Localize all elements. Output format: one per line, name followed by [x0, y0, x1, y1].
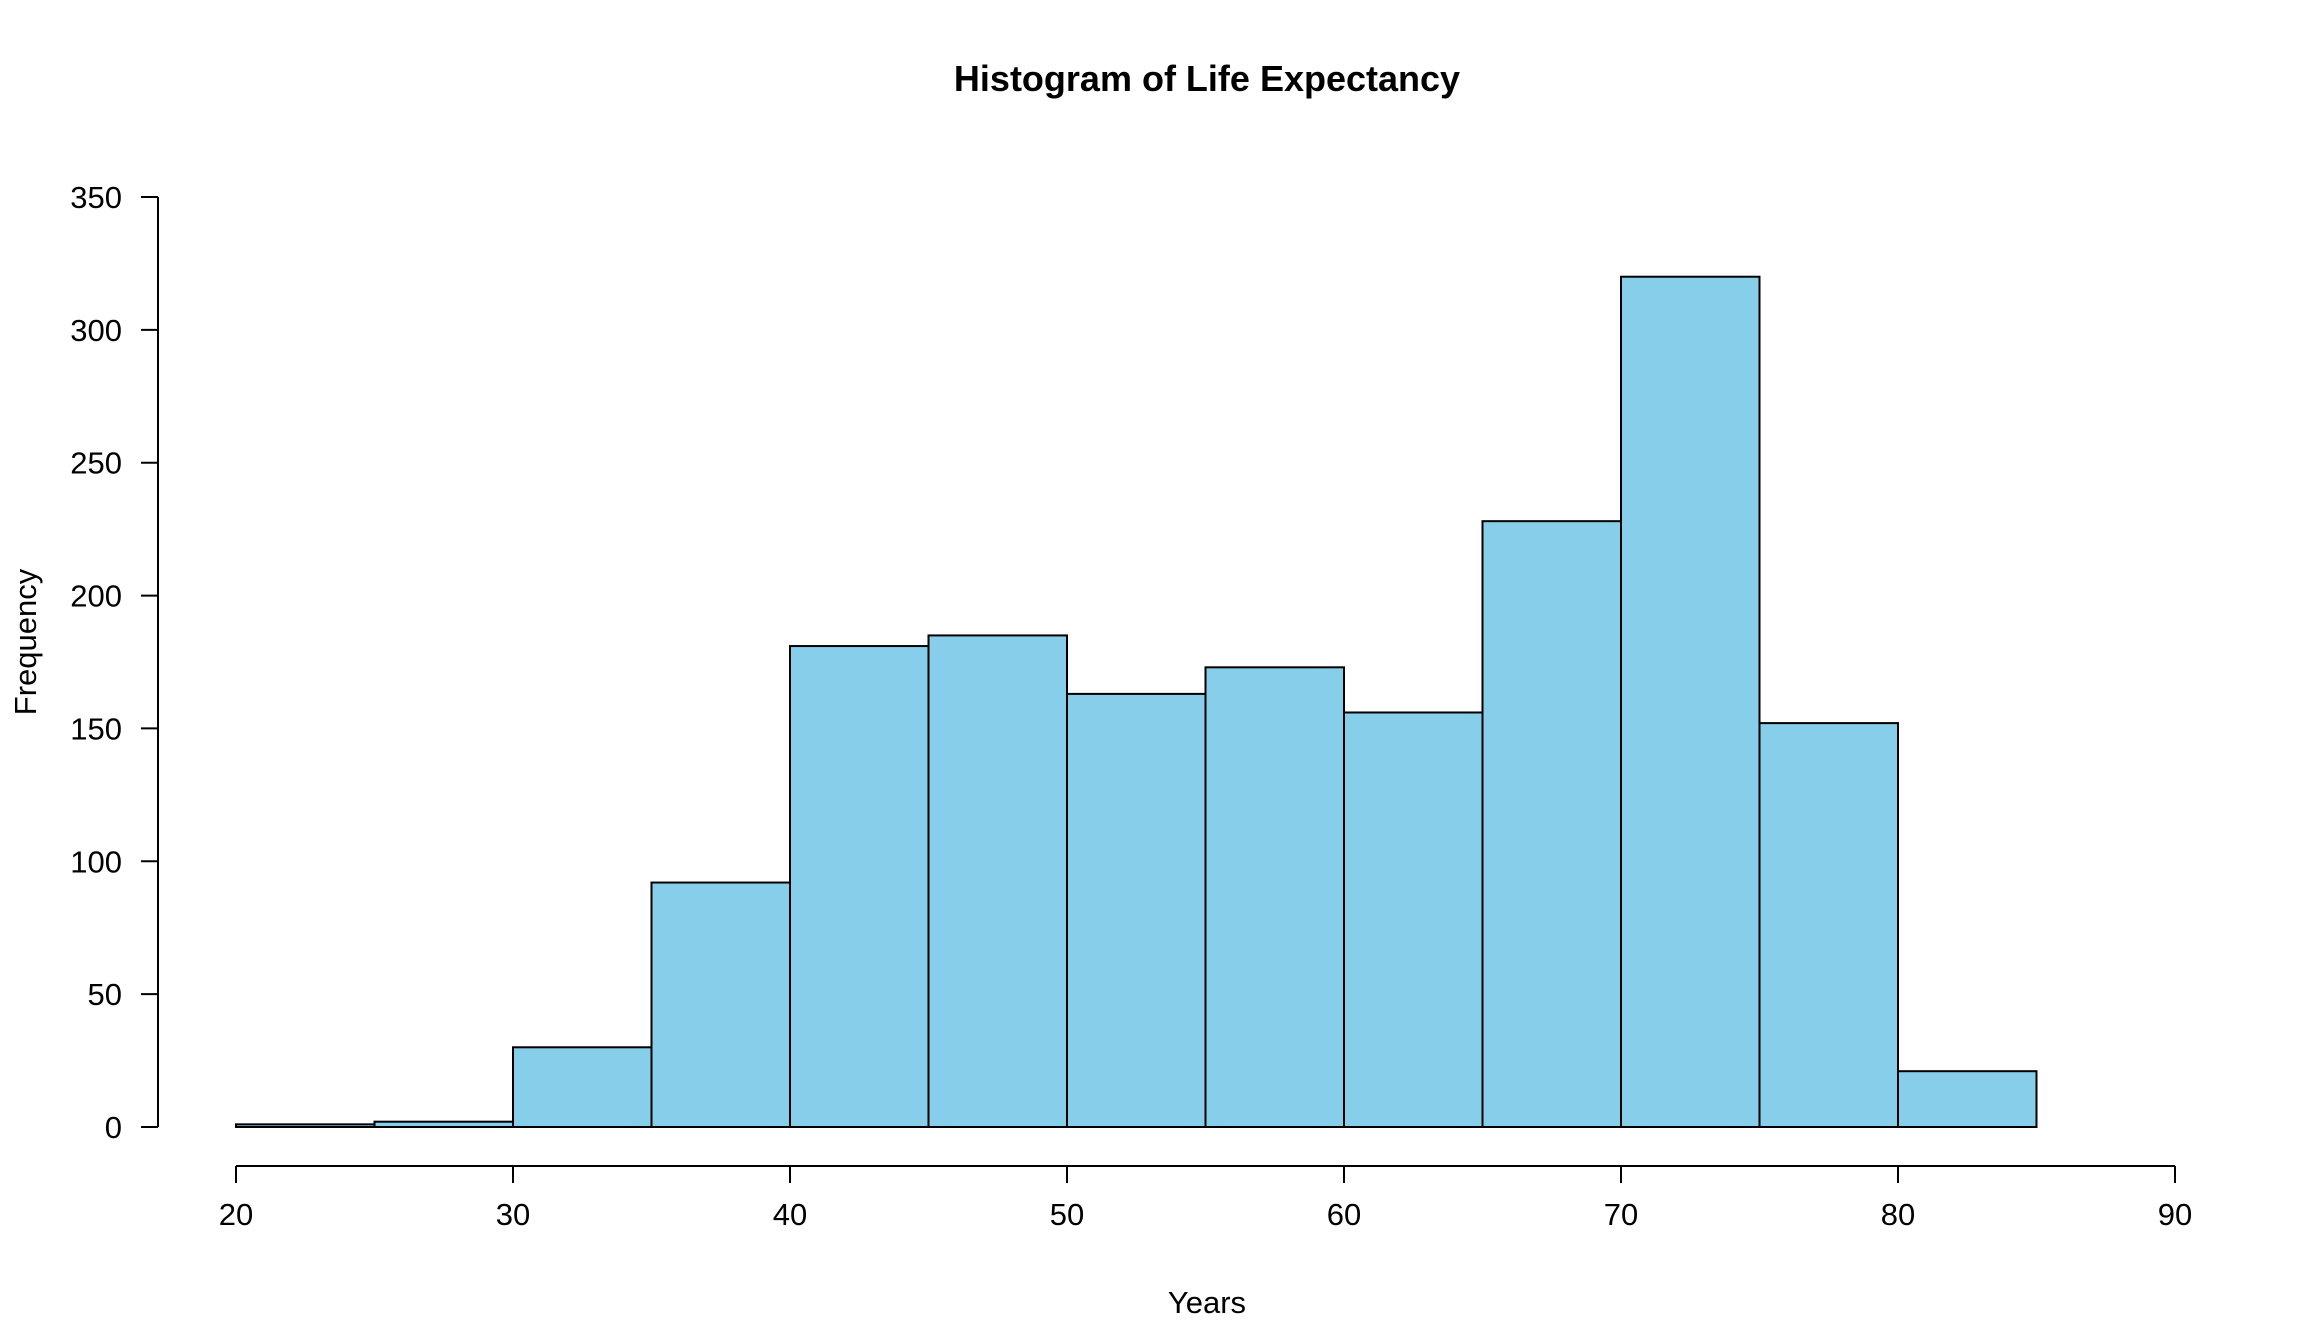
y-tick-label: 200	[70, 579, 122, 614]
y-axis: 0 50 100 150 200 250 300 350	[70, 180, 159, 1145]
y-tick-label: 150	[70, 711, 122, 746]
x-tick-label: 40	[773, 1197, 807, 1232]
histogram-bar	[1481, 520, 1622, 1128]
x-tick-label: 60	[1327, 1197, 1361, 1232]
x-tick-label: 90	[2158, 1197, 2192, 1232]
x-axis-label: Years	[1168, 1285, 1246, 1320]
y-tick-label: 300	[70, 313, 122, 348]
x-tick-label: 50	[1050, 1197, 1084, 1232]
histogram-bar	[1620, 275, 1761, 1128]
x-tick-label: 80	[1881, 1197, 1915, 1232]
x-tick-label: 70	[1604, 1197, 1638, 1232]
bars-group	[235, 275, 2038, 1129]
y-tick-label: 350	[70, 180, 122, 215]
y-tick-label: 50	[88, 977, 122, 1012]
histogram-bar	[789, 645, 930, 1128]
histogram-bar	[650, 881, 791, 1128]
histogram-bar	[1343, 711, 1484, 1128]
histogram-bar	[1758, 722, 1899, 1128]
x-tick-label: 20	[219, 1197, 253, 1232]
histogram-bar	[373, 1120, 514, 1128]
x-tick-label: 30	[496, 1197, 530, 1232]
y-axis-label: Frequency	[8, 568, 43, 715]
y-tick-label: 250	[70, 446, 122, 481]
histogram-bar	[1204, 666, 1345, 1128]
y-tick-label: 0	[105, 1110, 122, 1145]
histogram-bar	[927, 634, 1068, 1129]
histogram-bar	[512, 1046, 653, 1129]
y-tick-label: 100	[70, 844, 122, 879]
chart-title: Histogram of Life Expectancy	[954, 58, 1460, 99]
x-axis: 20 30 40 50 60 70 80 90	[219, 1165, 2192, 1232]
histogram-bar	[235, 1123, 376, 1129]
histogram-bar	[1066, 692, 1207, 1129]
histogram-bar	[1897, 1070, 2038, 1128]
